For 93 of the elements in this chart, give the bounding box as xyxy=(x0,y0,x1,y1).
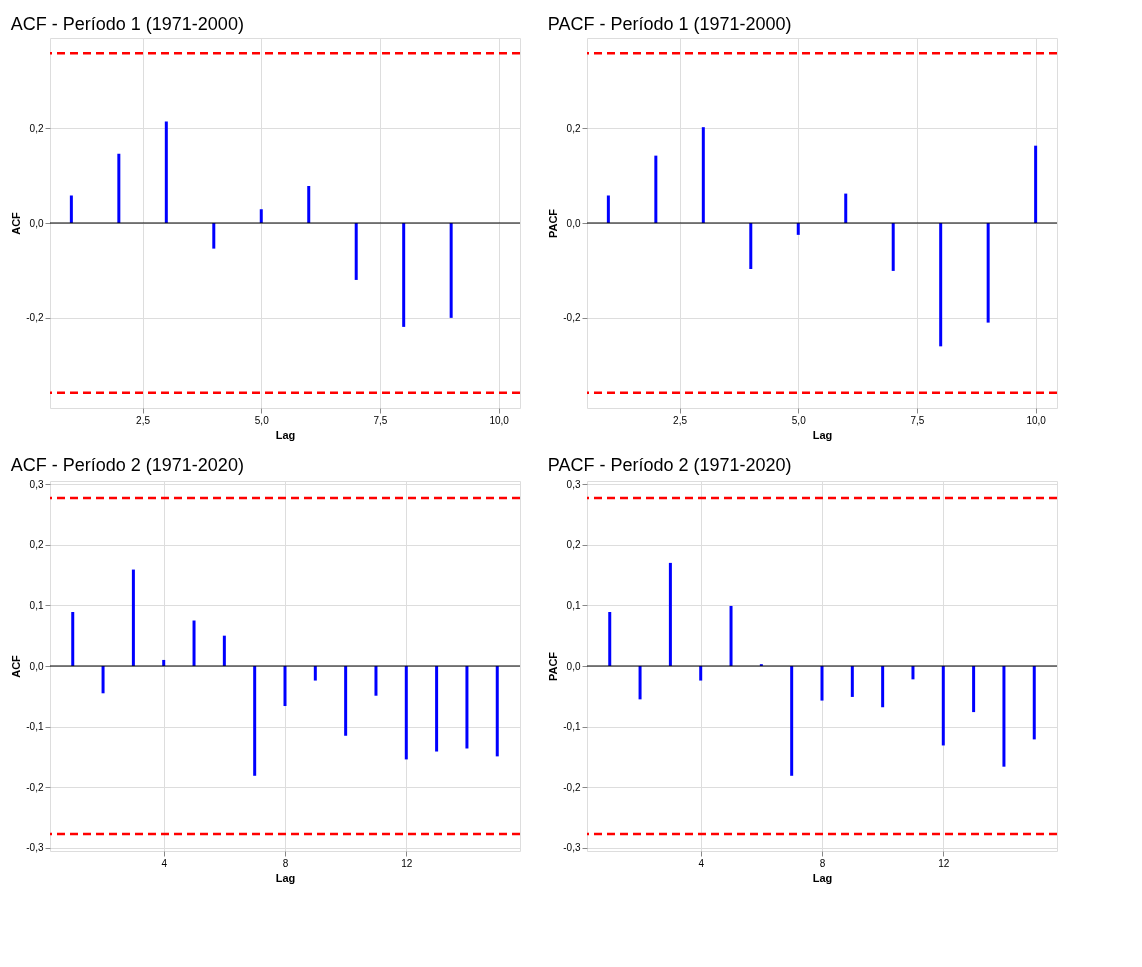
bar xyxy=(701,127,705,223)
bar xyxy=(844,193,848,223)
chart-title: PACF - Período 1 (1971-2000) xyxy=(547,14,792,34)
bar xyxy=(881,666,885,708)
y-tick-label: -0,2 xyxy=(563,781,581,793)
x-tick-label: 5,0 xyxy=(791,414,807,426)
bar xyxy=(608,612,612,666)
y-tick-label: -0,2 xyxy=(26,781,44,793)
y-tick-label: -0,2 xyxy=(26,312,44,324)
bar xyxy=(253,666,257,776)
bar xyxy=(911,666,915,680)
y-tick-label: 0,1 xyxy=(29,599,44,611)
x-axis-title: Lag xyxy=(275,428,296,441)
bar xyxy=(820,666,824,701)
y-tick-label: -0,3 xyxy=(26,842,44,854)
y-axis-title: PACF xyxy=(547,208,560,239)
bar xyxy=(101,666,105,694)
x-tick-label: 12 xyxy=(401,857,413,869)
y-axis-title: ACF xyxy=(10,654,23,678)
x-tick-label: 5,0 xyxy=(254,414,270,426)
y-axis-title: ACF xyxy=(10,211,23,235)
y-tick-label: 0,2 xyxy=(29,539,44,551)
bar xyxy=(212,223,216,249)
x-axis-title: Lag xyxy=(812,871,833,884)
bar xyxy=(986,223,990,323)
y-tick-label: 0,3 xyxy=(29,478,44,490)
bar xyxy=(465,666,469,749)
bar xyxy=(729,605,733,666)
x-tick-label: 2,5 xyxy=(136,414,151,426)
bar xyxy=(192,620,196,666)
bar xyxy=(796,223,800,235)
y-tick-label: 0,1 xyxy=(566,599,581,611)
y-tick-label: 0,0 xyxy=(29,660,44,672)
bar xyxy=(131,569,135,666)
x-tick-label: 10,0 xyxy=(489,414,510,426)
y-axis-title: PACF xyxy=(547,651,560,682)
bar xyxy=(344,666,348,736)
bar xyxy=(606,195,610,223)
bar xyxy=(654,155,658,223)
y-tick-label: 0,2 xyxy=(566,122,581,134)
x-axis-title: Lag xyxy=(275,871,296,884)
x-tick-label: 12 xyxy=(938,857,950,869)
bar xyxy=(117,153,121,223)
bar xyxy=(939,223,943,347)
bar xyxy=(283,666,287,707)
bar xyxy=(402,223,406,327)
y-tick-label: 0,0 xyxy=(29,217,44,229)
y-tick-label: 0,2 xyxy=(29,122,44,134)
bar xyxy=(850,666,854,697)
bar xyxy=(891,223,895,271)
bar xyxy=(495,666,499,757)
bar xyxy=(449,223,453,318)
x-tick-label: 7,5 xyxy=(910,414,925,426)
bar xyxy=(354,223,358,280)
bar xyxy=(313,666,317,681)
y-tick-label: 0,0 xyxy=(566,217,581,229)
bar xyxy=(699,666,703,681)
x-tick-label: 4 xyxy=(161,857,168,869)
bar xyxy=(435,666,439,752)
bar xyxy=(307,186,311,223)
bar xyxy=(972,666,976,713)
y-tick-label: -0,1 xyxy=(563,721,581,733)
x-tick-label: 7,5 xyxy=(373,414,388,426)
bar xyxy=(1034,145,1038,223)
y-tick-label: 0,2 xyxy=(566,539,581,551)
bar xyxy=(374,666,378,696)
x-tick-label: 4 xyxy=(698,857,705,869)
chart-title: ACF - Período 1 (1971-2000) xyxy=(10,14,244,34)
bar xyxy=(259,209,263,223)
bar xyxy=(668,562,672,666)
y-tick-label: 0,0 xyxy=(566,660,581,672)
x-tick-label: 2,5 xyxy=(673,414,688,426)
chart-title: ACF - Período 2 (1971-2020) xyxy=(10,455,244,476)
bar xyxy=(749,223,753,270)
x-tick-label: 8 xyxy=(282,857,289,869)
y-tick-label: 0,3 xyxy=(566,478,581,490)
bar xyxy=(941,666,945,746)
bar xyxy=(222,635,226,666)
bar xyxy=(71,612,75,666)
y-tick-label: -0,1 xyxy=(26,721,44,733)
y-tick-label: -0,3 xyxy=(563,842,581,854)
bar xyxy=(404,666,408,760)
bar xyxy=(164,121,168,223)
x-tick-label: 8 xyxy=(819,857,826,869)
bar xyxy=(638,666,642,700)
bar xyxy=(1032,666,1036,740)
y-tick-label: -0,2 xyxy=(563,312,581,324)
bar xyxy=(790,666,794,776)
chart-title: PACF - Período 2 (1971-2020) xyxy=(547,455,792,476)
x-axis-title: Lag xyxy=(812,428,833,441)
bar xyxy=(1002,666,1006,767)
bar xyxy=(69,195,73,223)
x-tick-label: 10,0 xyxy=(1026,414,1047,426)
